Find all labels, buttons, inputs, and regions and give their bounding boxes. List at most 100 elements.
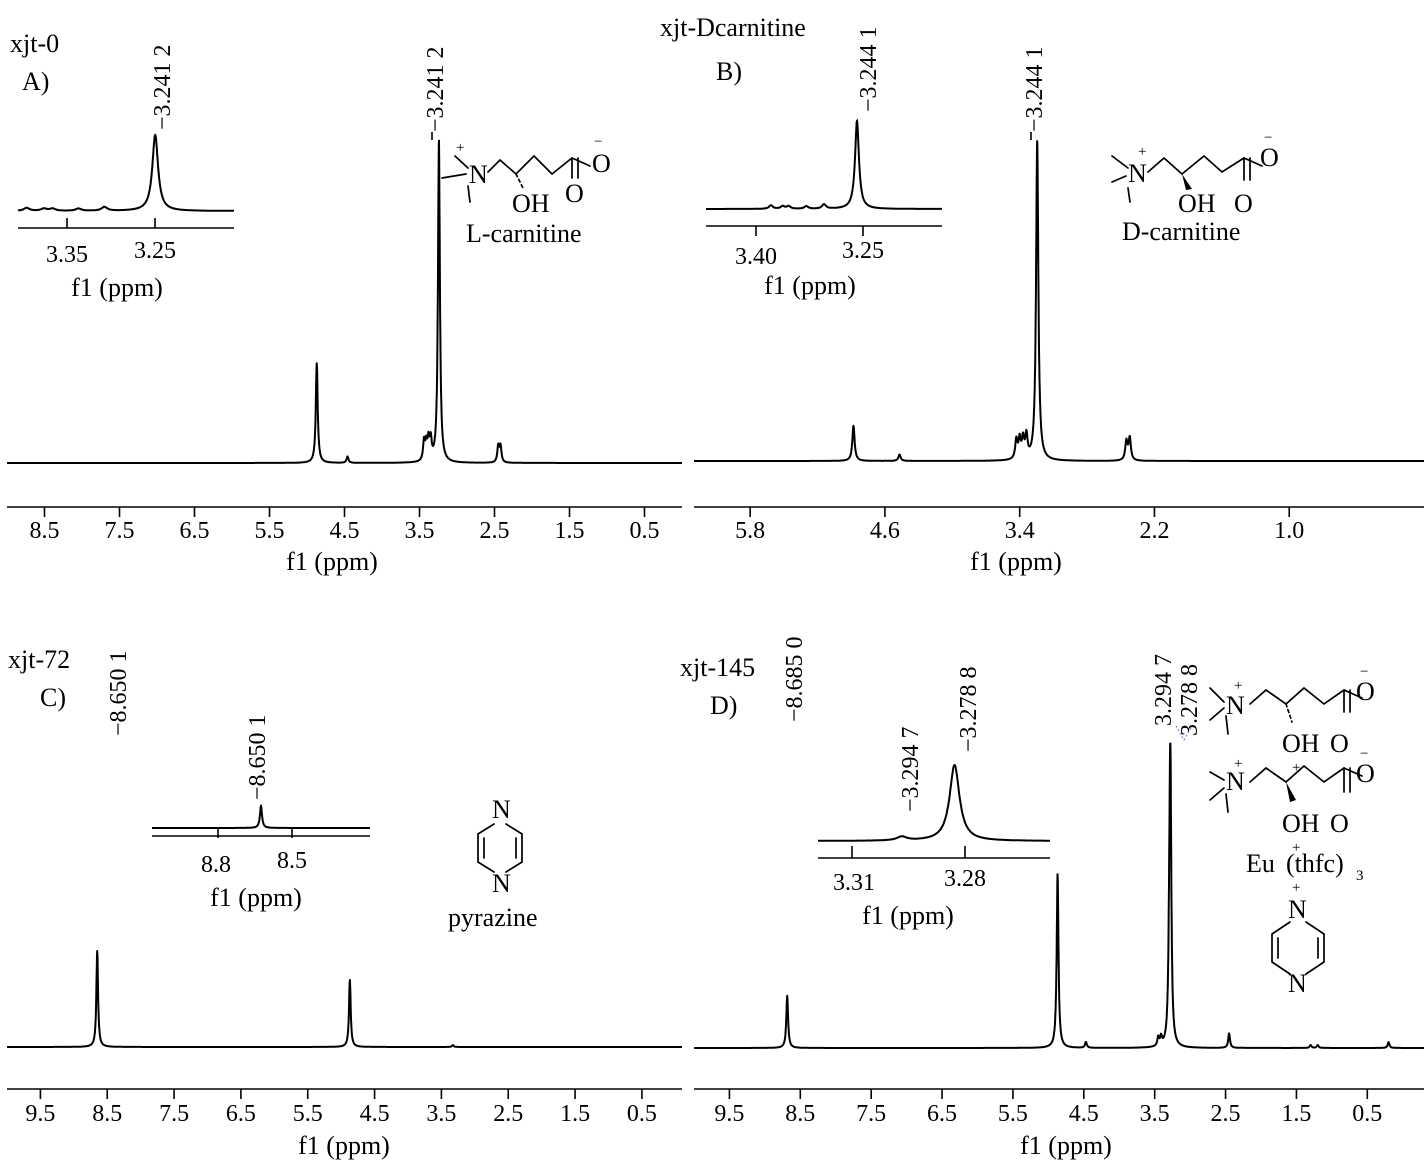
- inset-axis-title-a: f1 (ppm): [71, 273, 163, 302]
- n-atom-2: N: [1226, 767, 1245, 796]
- x-tick-label: 6.5: [226, 1101, 256, 1127]
- x-tick-label: 3.4: [1005, 518, 1035, 544]
- peak-label-d-2: 3.294 7: [1151, 654, 1177, 726]
- n-atom: N: [1128, 159, 1147, 188]
- backbone-bonds-1: [1209, 686, 1363, 735]
- peak-label-b: −3.244 1: [1022, 46, 1048, 132]
- inset-b: 3.40 3.25 f1 (ppm): [706, 118, 942, 300]
- inset-axis-title-c: f1 (ppm): [210, 883, 302, 912]
- x-axis-d: 9.5 8.5 7.5 6.5 5.5 4.5 3.5 2.5 1.5 0.5 f1 (ppm): [694, 1088, 1424, 1160]
- x-ticks-a: 8.5 7.5 6.5 5.5 4.5 3.5 2.5 1.5 0.5: [30, 507, 660, 544]
- n-atom-bottom: N: [492, 869, 511, 898]
- x-tick-label: 8.5: [30, 518, 60, 544]
- x-tick-label: 0.5: [627, 1101, 657, 1127]
- sample-name-b: xjt-Dcarnitine: [660, 13, 806, 42]
- x-tick-label: 4.5: [1069, 1101, 1099, 1127]
- x-tick-label: 0.5: [1352, 1101, 1382, 1127]
- backbone-bonds: [1111, 154, 1263, 203]
- charge-minus-2: −: [1360, 746, 1368, 762]
- panel-a: xjt-0 A) −3.241 2 −3.241 2 3.35 3.25 f1 …: [6, 29, 683, 576]
- molecule-pyrazine: N N pyrazine: [448, 795, 538, 932]
- molecule-name-c: pyrazine: [448, 903, 538, 932]
- x-axis-title-a: f1 (ppm): [286, 547, 378, 576]
- molecule-name-b: D-carnitine: [1122, 217, 1240, 246]
- inset-spectrum-a: [17, 133, 234, 212]
- carboxylate-oxygen: O: [1260, 143, 1279, 172]
- ligand-label: (thfc): [1286, 849, 1344, 878]
- molecule-d-carnitine: N + OH O O − D-carnitine: [1111, 130, 1279, 246]
- peak-label-d-3: 3.278 8: [1177, 664, 1203, 736]
- panel-b: xjt-Dcarnitine B) −3.244 1 −3.244 1 3.40…: [660, 13, 1425, 576]
- x-tick-label: 1.5: [560, 1101, 590, 1127]
- pyrazine-double-bonds: [1277, 937, 1319, 959]
- panel-label-b: B): [716, 57, 742, 86]
- hydroxyl-1: OH: [1282, 729, 1320, 758]
- inset-tick-label-b-1: 3.40: [735, 244, 777, 270]
- spectrum-d: [693, 742, 1425, 1049]
- inset-tick-label-c-1: 8.8: [201, 852, 231, 878]
- inset-axis-title-b: f1 (ppm): [764, 271, 856, 300]
- ring-double-bonds: [483, 837, 517, 859]
- panel-d: xjt-145 D) −8.685 0 3.294 7 3.278 8 −3.2…: [680, 636, 1425, 1160]
- charge-plus-1: +: [1234, 678, 1242, 694]
- backbone-bonds-2: [1209, 764, 1363, 813]
- x-axis-b: 5.8 4.6 3.4 2.2 1.0 f1 (ppm): [694, 506, 1424, 576]
- complex-structure: N + OH O O − N + + OH O O − + Eu (thfc) …: [1209, 664, 1375, 998]
- x-tick-label: 0.5: [630, 518, 660, 544]
- inset-tick-label-a-2: 3.25: [134, 238, 176, 264]
- x-tick-label: 4.5: [360, 1101, 390, 1127]
- inset-spectrum-b: [706, 118, 942, 210]
- charge-plus-4: +: [1292, 840, 1300, 856]
- pyrazine-ring-bonds: [1271, 921, 1325, 975]
- ligand-subscript: 3: [1356, 868, 1364, 884]
- europium-symbol: Eu: [1246, 849, 1275, 878]
- x-tick-label: 9.5: [714, 1101, 744, 1127]
- x-tick-label: 4.5: [330, 518, 360, 544]
- peak-label-a: −3.241 2: [423, 46, 449, 132]
- x-tick-label: 8.5: [92, 1101, 122, 1127]
- stereo-bond-1: [1285, 703, 1293, 723]
- x-tick-label: 5.5: [255, 518, 285, 544]
- ring-bonds: [477, 823, 523, 873]
- x-tick-label: 1.0: [1274, 518, 1304, 544]
- inset-peak-label-a: −3.241 2: [150, 44, 176, 130]
- x-axis-c: 9.5 8.5 7.5 6.5 5.5 4.5 3.5 2.5 1.5 0.5 f1 (ppm): [7, 1088, 682, 1160]
- spectrum-a: [6, 139, 683, 464]
- x-axis-title-d: f1 (ppm): [1020, 1131, 1112, 1160]
- panel-label-d: D): [710, 691, 737, 720]
- charge-plus-3: +: [1292, 760, 1300, 776]
- sample-name-d: xjt-145: [680, 653, 755, 682]
- inset-tick-label-a-1: 3.35: [46, 242, 88, 268]
- inset-peak-label-d-1: −3.294 7: [898, 726, 924, 812]
- peak-label-connector: [1175, 725, 1193, 742]
- x-tick-label: 7.5: [856, 1101, 886, 1127]
- x-tick-label: 7.5: [159, 1101, 189, 1127]
- peak-label-c: −8.650 1: [106, 650, 132, 736]
- spectrum-b: [693, 140, 1425, 462]
- x-tick-label: 3.5: [405, 518, 435, 544]
- x-tick-label: 6.5: [180, 518, 210, 544]
- x-axis-title-b: f1 (ppm): [970, 547, 1062, 576]
- x-tick-label: 3.5: [426, 1101, 456, 1127]
- inset-peak-label-b: −3.244 1: [856, 26, 882, 112]
- inset-spectrum-d: [818, 764, 1050, 842]
- x-tick-label: 6.5: [927, 1101, 957, 1127]
- carbonyl-bond-2: [1343, 767, 1351, 793]
- inset-spectrum-c: [152, 803, 370, 829]
- molecule-l-carnitine: N + OH O O − L-carnitine: [441, 134, 611, 248]
- inset-peak-label-c: −8.650 1: [245, 714, 271, 800]
- x-tick-label: 3.5: [1140, 1101, 1170, 1127]
- x-axis-a: 8.5 7.5 6.5 5.5 4.5 3.5 2.5 1.5 0.5 f1 (ppm): [7, 506, 682, 576]
- inset-tick-label-d-1: 3.31: [833, 870, 875, 896]
- x-tick-label: 2.5: [1211, 1101, 1241, 1127]
- panel-c: xjt-72 C) −8.650 1 −8.650 1 8.8 8.5 f1 (…: [6, 645, 683, 1160]
- inset-d: −3.294 7 −3.278 8 3.31 3.28 f1 (ppm): [818, 666, 1050, 930]
- carboxylate-oxygen: O: [592, 149, 611, 178]
- hydroxyl-2: OH: [1282, 809, 1320, 838]
- charge-minus-1: −: [1360, 664, 1368, 680]
- x-tick-label: 1.5: [555, 518, 585, 544]
- carbonyl-bond: [571, 157, 579, 179]
- spectrum-c: [6, 950, 683, 1048]
- charge-plus: +: [456, 140, 464, 156]
